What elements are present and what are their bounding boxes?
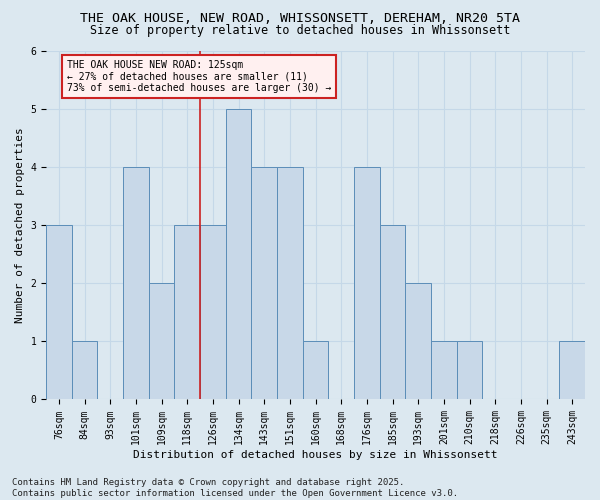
Bar bbox=[457, 342, 482, 400]
Bar bbox=[380, 226, 406, 400]
Bar bbox=[251, 168, 277, 400]
Text: Size of property relative to detached houses in Whissonsett: Size of property relative to detached ho… bbox=[90, 24, 510, 37]
Bar bbox=[46, 226, 72, 400]
Bar bbox=[123, 168, 149, 400]
Bar bbox=[175, 226, 200, 400]
Bar bbox=[149, 284, 175, 400]
Text: Contains HM Land Registry data © Crown copyright and database right 2025.
Contai: Contains HM Land Registry data © Crown c… bbox=[12, 478, 458, 498]
Bar bbox=[226, 110, 251, 400]
Y-axis label: Number of detached properties: Number of detached properties bbox=[15, 128, 25, 324]
Bar bbox=[559, 342, 585, 400]
Bar bbox=[431, 342, 457, 400]
Bar bbox=[354, 168, 380, 400]
Bar bbox=[303, 342, 328, 400]
Bar bbox=[72, 342, 97, 400]
Bar bbox=[277, 168, 303, 400]
Text: THE OAK HOUSE, NEW ROAD, WHISSONSETT, DEREHAM, NR20 5TA: THE OAK HOUSE, NEW ROAD, WHISSONSETT, DE… bbox=[80, 12, 520, 26]
X-axis label: Distribution of detached houses by size in Whissonsett: Distribution of detached houses by size … bbox=[133, 450, 498, 460]
Bar bbox=[406, 284, 431, 400]
Bar bbox=[200, 226, 226, 400]
Text: THE OAK HOUSE NEW ROAD: 125sqm
← 27% of detached houses are smaller (11)
73% of : THE OAK HOUSE NEW ROAD: 125sqm ← 27% of … bbox=[67, 60, 331, 94]
